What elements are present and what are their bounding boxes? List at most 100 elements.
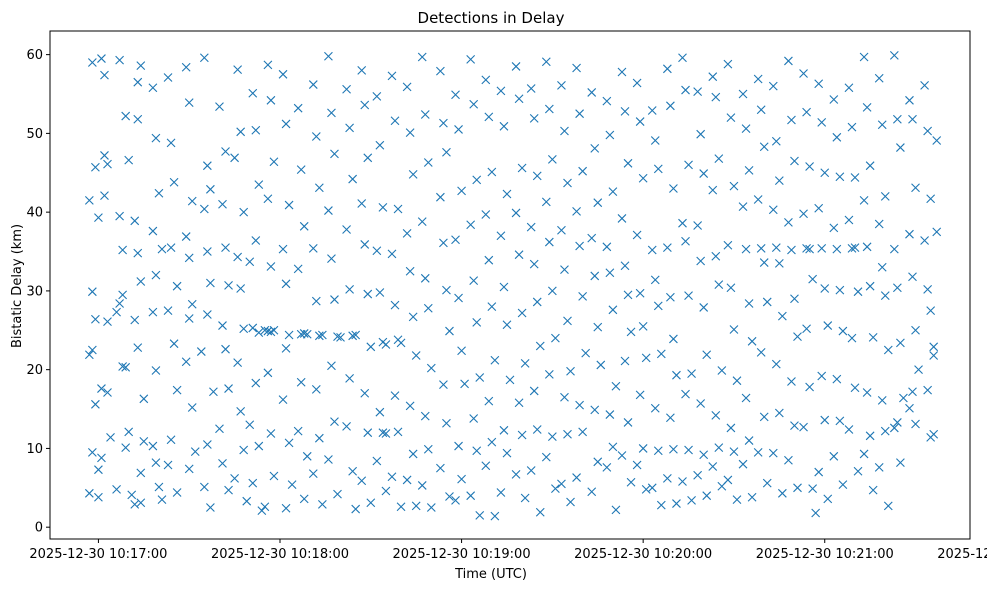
data-point	[596, 360, 606, 370]
data-point	[327, 108, 336, 118]
data-point	[669, 334, 678, 344]
data-point	[774, 258, 784, 268]
data-point	[184, 464, 194, 474]
data-point	[457, 346, 466, 356]
data-point	[929, 342, 939, 352]
data-point	[499, 121, 509, 131]
data-point	[112, 484, 121, 494]
data-point	[799, 422, 808, 432]
data-point	[929, 351, 939, 360]
data-point	[124, 427, 134, 437]
data-point	[526, 222, 536, 232]
data-point	[324, 51, 333, 61]
data-point	[281, 279, 291, 289]
data-point	[293, 264, 303, 274]
data-point	[672, 499, 681, 508]
data-point	[666, 101, 675, 111]
data-point	[502, 320, 512, 330]
data-point	[653, 164, 663, 174]
data-point	[620, 356, 630, 366]
data-point	[94, 213, 103, 223]
data-point	[889, 51, 899, 60]
data-point	[617, 214, 627, 223]
data-point	[560, 392, 569, 402]
data-point	[520, 493, 530, 503]
data-point	[121, 443, 131, 453]
data-point	[708, 185, 718, 195]
data-point	[726, 113, 736, 123]
data-point	[514, 398, 524, 408]
data-point	[454, 125, 463, 134]
data-point	[112, 307, 121, 317]
data-point	[753, 195, 763, 204]
data-point	[711, 251, 721, 261]
data-point	[151, 133, 161, 143]
data-point	[774, 408, 784, 418]
data-point	[206, 278, 215, 288]
data-point	[726, 423, 736, 433]
data-point	[381, 429, 391, 438]
data-point	[602, 462, 612, 472]
x-tick-label: 2025-12-30 10:19:00	[393, 547, 531, 562]
data-point	[892, 114, 902, 124]
data-point	[820, 168, 830, 178]
data-point	[481, 75, 491, 85]
data-point	[342, 421, 351, 431]
data-point	[84, 350, 94, 360]
data-point	[423, 303, 433, 313]
data-point	[889, 423, 899, 433]
data-point	[248, 323, 258, 333]
data-point	[620, 106, 630, 116]
data-point	[563, 316, 572, 326]
data-point	[236, 407, 246, 416]
data-point	[245, 420, 255, 430]
data-point	[472, 175, 482, 185]
data-point	[741, 124, 751, 134]
data-point	[817, 243, 827, 253]
data-point	[823, 321, 833, 330]
data-point	[181, 232, 191, 241]
data-point	[741, 244, 751, 254]
data-point	[308, 243, 318, 253]
data-point	[224, 281, 233, 290]
data-point	[832, 244, 842, 254]
data-point	[87, 287, 97, 297]
data-point	[184, 314, 194, 323]
data-point	[896, 458, 905, 467]
data-point	[505, 375, 515, 385]
data-point	[932, 136, 942, 145]
data-point	[357, 199, 367, 208]
data-point	[236, 127, 246, 137]
data-point	[908, 114, 917, 124]
data-point	[768, 81, 778, 91]
data-point	[330, 417, 339, 427]
data-point	[484, 112, 494, 122]
data-point	[169, 177, 179, 187]
data-point	[215, 424, 224, 434]
data-point	[351, 504, 361, 514]
data-point	[390, 300, 400, 310]
data-point	[865, 431, 875, 441]
data-point	[541, 452, 551, 462]
data-point	[381, 486, 391, 496]
data-point	[260, 325, 270, 335]
data-point	[314, 331, 324, 341]
data-point	[877, 395, 887, 405]
data-point	[281, 119, 291, 129]
data-point	[726, 283, 736, 293]
data-point	[771, 243, 781, 252]
data-point	[348, 466, 358, 476]
data-point	[684, 445, 693, 455]
data-point	[560, 265, 569, 275]
data-point	[566, 366, 575, 376]
data-point	[202, 247, 212, 256]
x-axis-label: Time (UTC)	[454, 567, 527, 582]
data-point	[832, 374, 842, 384]
x-tick-label: 2025-12-30 10:17:00	[29, 547, 167, 562]
data-point	[94, 465, 103, 475]
data-point	[336, 332, 345, 342]
data-point	[653, 301, 663, 311]
data-point	[202, 310, 212, 319]
data-point	[148, 307, 158, 317]
